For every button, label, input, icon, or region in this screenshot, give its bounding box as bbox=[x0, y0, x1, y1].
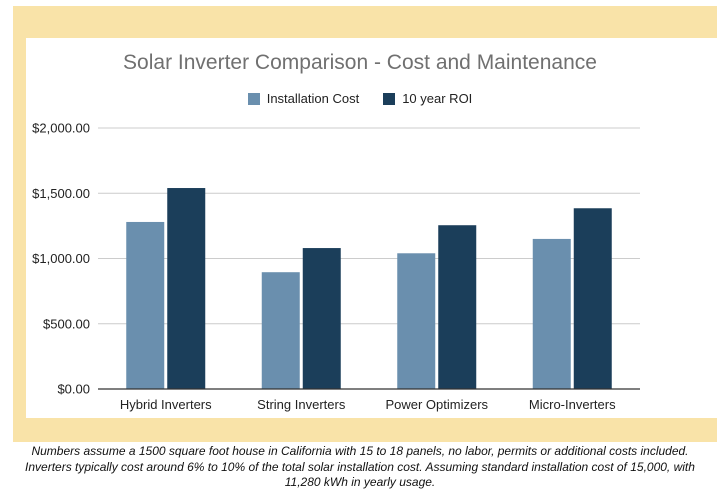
bar-roi bbox=[573, 208, 612, 389]
bar-installation-cost bbox=[532, 238, 571, 389]
legend-swatch-roi bbox=[383, 92, 396, 105]
legend-swatch-installation-cost bbox=[247, 92, 260, 105]
bar-roi bbox=[167, 188, 206, 389]
legend-label-installation-cost: Installation Cost bbox=[266, 91, 360, 106]
bar-chart-plot: $0.00 $500.00 $1,000.00 $1,500.00 $2,000.00 H… bbox=[32, 121, 640, 412]
legend: Installation Cost 10 year ROI bbox=[0, 91, 720, 106]
bar-roi bbox=[438, 225, 477, 389]
bar-installation-cost bbox=[261, 272, 300, 389]
y-tick-label: $2,000.00 bbox=[32, 121, 90, 136]
y-tick-label: $500.00 bbox=[43, 316, 90, 331]
y-tick-label: $1,500.00 bbox=[32, 186, 90, 201]
legend-item-roi: 10 year ROI bbox=[383, 91, 472, 106]
bar-roi bbox=[302, 248, 341, 389]
footnote-line-3: 11,280 kWh in yearly usage. bbox=[284, 475, 436, 489]
footnote-line-1: Numbers assume a 1500 square foot house … bbox=[31, 444, 689, 458]
legend-item-installation-cost: Installation Cost bbox=[247, 91, 360, 106]
footnote-line-2: Inverters typically cost around 6% to 10… bbox=[25, 459, 695, 474]
bar-installation-cost bbox=[126, 221, 165, 389]
y-tick-label: $1,000.00 bbox=[32, 251, 90, 266]
x-tick-label: Power Optimizers bbox=[385, 397, 488, 412]
footnote: Numbers assume a 1500 square foot house … bbox=[0, 444, 720, 491]
y-tick-label: $0.00 bbox=[57, 382, 90, 397]
legend-label-roi: 10 year ROI bbox=[402, 91, 473, 106]
x-tick-label: String Inverters bbox=[257, 397, 346, 412]
x-tick-label: Hybrid Inverters bbox=[120, 397, 212, 412]
x-tick-label: Micro-Inverters bbox=[529, 397, 616, 412]
chart-title: Solar Inverter Comparison - Cost and Mai… bbox=[123, 51, 597, 74]
bar-installation-cost bbox=[397, 253, 436, 389]
